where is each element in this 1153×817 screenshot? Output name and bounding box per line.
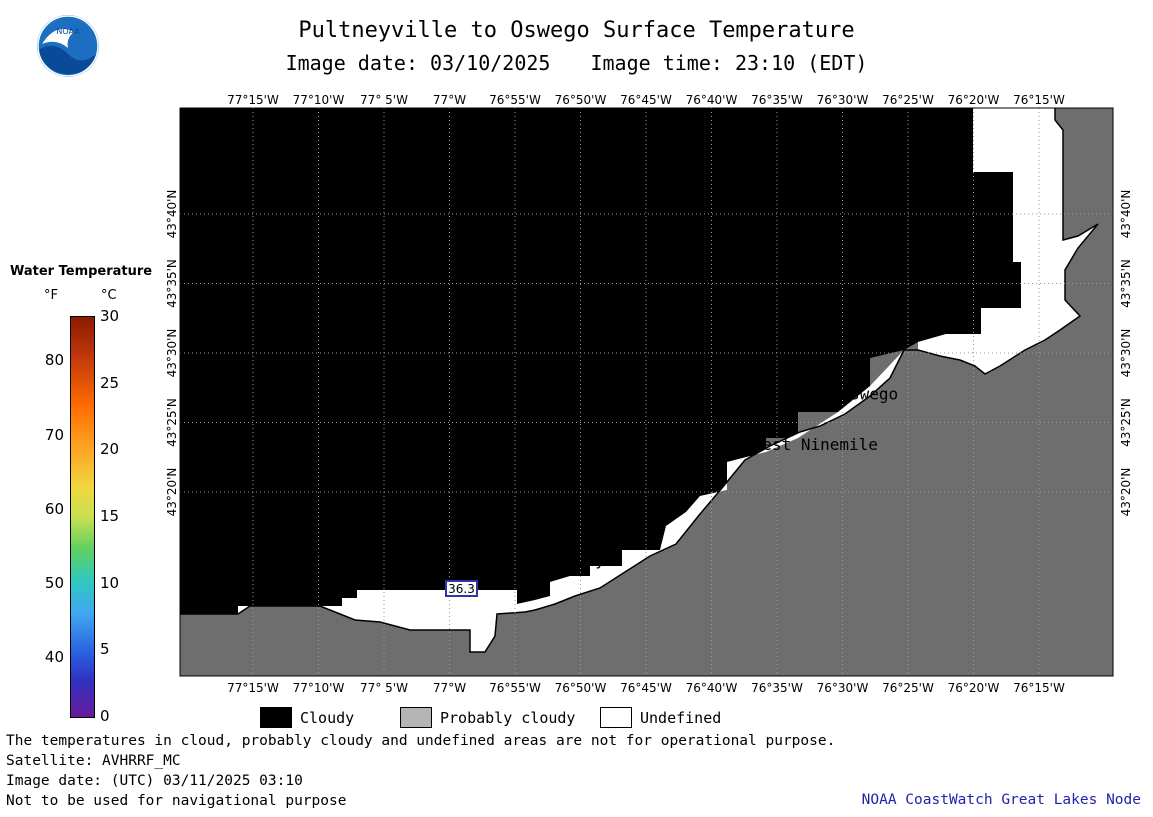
latitude-label-right: 43°20'N <box>1119 468 1133 517</box>
map-frame <box>179 107 1114 677</box>
longitude-label-bottom: 76°55'W <box>489 681 541 695</box>
image-datetime: Image date: 03/10/2025 Image time: 23:10 … <box>0 51 1153 75</box>
unit-celsius: °C <box>101 288 117 303</box>
temperature-label: 36.3 <box>445 580 478 597</box>
colorbar-title: Water Temperature <box>10 264 153 279</box>
place-label: West Ninemile <box>753 435 878 454</box>
legend-swatch-cloudy <box>260 707 292 728</box>
longitude-label-bottom: 76°40'W <box>686 681 738 695</box>
temperature-value: 36.3 <box>448 582 475 596</box>
longitude-label-bottom: 76°15'W <box>1013 681 1065 695</box>
colorbar-tick-celsius: 5 <box>100 640 110 659</box>
colorbar-tick-celsius: 25 <box>100 373 120 392</box>
longitude-label-top: 76°40'W <box>686 93 738 107</box>
legend-swatch-undefined <box>600 707 632 728</box>
longitude-label-top: 76°55'W <box>489 93 541 107</box>
place-marker <box>823 385 834 396</box>
footer-satellite: Satellite: AVHRRF_MC <box>6 753 181 769</box>
colorbar-tick-celsius: 0 <box>100 707 110 725</box>
shoreline <box>180 108 1099 653</box>
longitude-label-bottom: 76°30'W <box>817 681 869 695</box>
longitude-label-bottom: 77°W <box>433 681 466 695</box>
longitude-label-top: 77°10'W <box>293 93 345 107</box>
image-date: Image date: 03/10/2025 <box>285 51 551 75</box>
longitude-label-top: 76°45'W <box>620 93 672 107</box>
undefined-area <box>238 108 1098 652</box>
legend-undefined: Undefined <box>640 709 722 727</box>
latitude-label-right: 43°35'N <box>1119 259 1133 308</box>
longitude-label-bottom: 76°50'W <box>555 681 607 695</box>
place-label: East Bay <box>528 550 605 569</box>
colorbar <box>70 316 95 718</box>
footer-utc-date: Image date: (UTC) 03/11/2025 03:10 <box>6 773 303 789</box>
longitude-label-bottom: 76°45'W <box>620 681 672 695</box>
graticule <box>180 108 1113 676</box>
noaa-logo: NOAA <box>37 15 99 77</box>
unit-fahrenheit: °F <box>44 288 58 303</box>
latitude-label-right: 43°40'N <box>1119 190 1133 239</box>
image-time: Image time: 23:10 (EDT) <box>590 51 868 75</box>
longitude-label-top: 76°25'W <box>882 93 934 107</box>
latitude-label-left: 43°25'N <box>165 398 179 447</box>
longitude-label-bottom: 76°35'W <box>751 681 803 695</box>
latitude-label-right: 43°30'N <box>1119 329 1133 378</box>
latitude-label-left: 43°30'N <box>165 329 179 378</box>
longitude-label-top: 77° 5'W <box>360 93 408 107</box>
place-label: Pultneyville <box>252 545 368 564</box>
longitude-label-top: 76°35'W <box>751 93 803 107</box>
latitude-label-left: 43°20'N <box>165 468 179 517</box>
place-marker <box>737 423 748 434</box>
footer-note: The temperatures in cloud, probably clou… <box>6 733 836 749</box>
longitude-label-top: 76°50'W <box>555 93 607 107</box>
longitude-label-top: 76°20'W <box>948 93 1000 107</box>
latitude-label-left: 43°35'N <box>165 259 179 308</box>
place-marker <box>299 533 310 544</box>
footer-credit: NOAA CoastWatch Great Lakes Node <box>861 792 1141 808</box>
footer-nav-warning: Not to be used for navigational purpose <box>6 793 347 809</box>
colorbar-tick-fahrenheit: 80 <box>44 351 64 370</box>
cloud-area <box>180 108 1021 614</box>
longitude-label-top: 77°15'W <box>227 93 279 107</box>
colorbar-tick-fahrenheit: 40 <box>44 647 64 666</box>
legend-cloudy: Cloudy <box>300 709 355 727</box>
page-title: Pultneyville to Oswego Surface Temperatu… <box>298 18 855 43</box>
colorbar-tick-fahrenheit: 50 <box>44 573 64 592</box>
legend-probably-cloudy: Probably cloudy <box>440 709 576 727</box>
longitude-label-top: 76°30'W <box>817 93 869 107</box>
colorbar-tick-fahrenheit: 60 <box>44 499 64 518</box>
latitude-label-right: 43°25'N <box>1119 398 1133 447</box>
longitude-label-top: 76°15'W <box>1013 93 1065 107</box>
longitude-label-bottom: 76°25'W <box>882 681 934 695</box>
colorbar-tick-fahrenheit: 70 <box>44 425 64 444</box>
longitude-label-bottom: 77°10'W <box>293 681 345 695</box>
place-marker <box>516 538 527 549</box>
longitude-label-top: 77°W <box>433 93 466 107</box>
longitude-label-bottom: 76°20'W <box>948 681 1000 695</box>
colorbar-tick-celsius: 10 <box>100 573 120 592</box>
colorbar-tick-celsius: 30 <box>100 307 120 325</box>
longitude-label-bottom: 77° 5'W <box>360 681 408 695</box>
place-label: Oswego <box>840 385 898 404</box>
colorbar-tick-celsius: 20 <box>100 440 120 459</box>
logo-text: NOAA <box>56 27 80 36</box>
colorbar-tick-celsius: 15 <box>100 507 120 525</box>
latitude-label-left: 43°40'N <box>165 190 179 239</box>
legend-swatch-probably-cloudy <box>400 707 432 728</box>
longitude-label-bottom: 77°15'W <box>227 681 279 695</box>
